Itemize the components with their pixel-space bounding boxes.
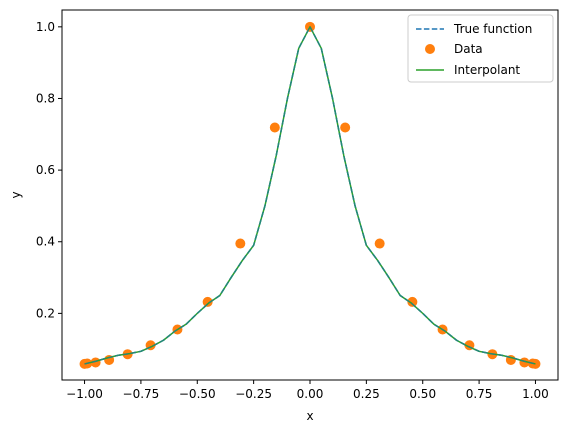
legend-box — [407, 14, 554, 83]
legend: True function Data Interpolant — [407, 14, 554, 83]
y-tick-label: 0.4 — [36, 235, 55, 249]
x-tick-label: 0.75 — [466, 387, 493, 401]
x-tick-label: −0.25 — [235, 387, 272, 401]
data-point — [374, 238, 385, 249]
y-tick-label: 0.8 — [36, 91, 55, 105]
y-axis-label: y — [9, 191, 23, 198]
data-point — [407, 296, 418, 307]
data-point — [235, 238, 246, 249]
y-tick-label: 0.6 — [36, 163, 55, 177]
y-tick-label: 0.2 — [36, 306, 55, 320]
x-tick-label: 0.50 — [409, 387, 436, 401]
legend-label-true-function: True function — [453, 22, 532, 36]
data-point — [269, 122, 280, 133]
x-tick-label: −0.75 — [123, 387, 160, 401]
legend-label-interpolant: Interpolant — [454, 63, 520, 77]
x-tick-label: 0.25 — [353, 387, 380, 401]
x-tick-label: 0.00 — [297, 387, 324, 401]
series-layer — [79, 21, 541, 369]
x-axis-ticks: −1.00 −0.75 −0.50 −0.25 0.00 0.25 0.50 0.75 1.00 — [66, 380, 549, 401]
data-point — [340, 122, 351, 133]
y-axis-ticks: 0.2 0.4 0.6 0.8 1.0 — [36, 20, 62, 320]
data-point — [202, 296, 213, 307]
x-axis-label: x — [306, 409, 313, 423]
x-tick-label: −1.00 — [66, 387, 103, 401]
x-tick-label: 1.00 — [522, 387, 549, 401]
y-tick-label: 1.0 — [36, 20, 55, 34]
legend-label-data: Data — [454, 42, 483, 56]
series-line-interpolant — [84, 26, 536, 365]
x-tick-label: −0.50 — [179, 387, 216, 401]
legend-swatch-data — [425, 44, 435, 54]
